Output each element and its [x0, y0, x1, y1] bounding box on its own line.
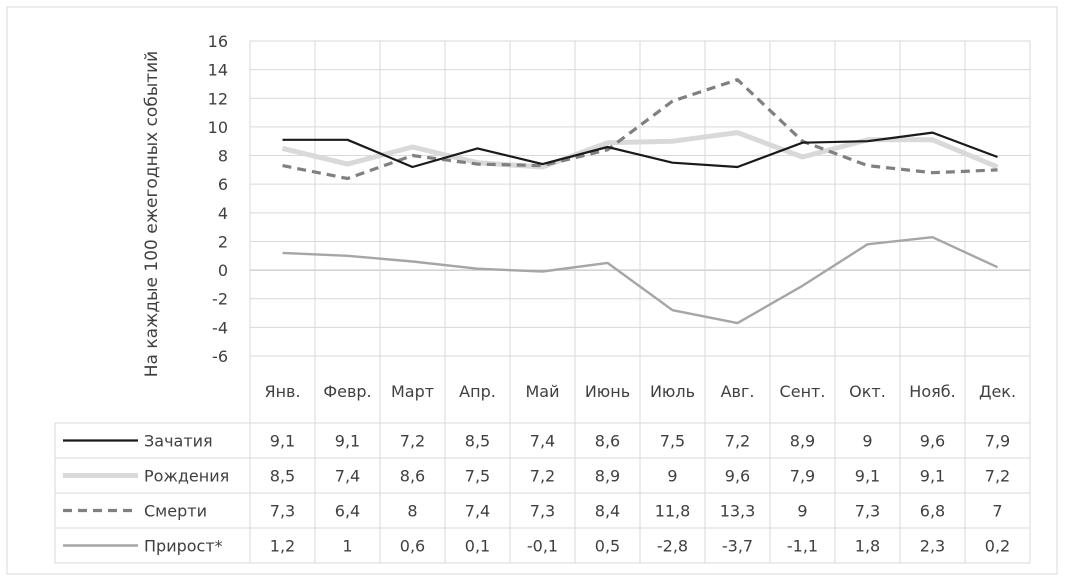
y-tick-label: 2: [218, 232, 228, 251]
table-cell-value: 1,8: [855, 537, 880, 556]
y-tick-label: 10: [208, 118, 228, 137]
x-category-label: Май: [525, 382, 559, 401]
table-cell-value: 8: [407, 502, 417, 521]
table-cell-value: 13,3: [720, 502, 756, 521]
x-category-label: Сент.: [780, 382, 826, 401]
table-cell-value: 9,6: [725, 467, 750, 486]
table-cell-value: 8,5: [465, 432, 490, 451]
table-cell-value: 9: [862, 432, 872, 451]
table-cell-value: 0,6: [400, 537, 425, 556]
table-cell-value: 9,1: [335, 432, 360, 451]
y-axis-label: На каждые 100 ежегодных событий: [142, 51, 162, 377]
x-category-label: Дек.: [979, 382, 1016, 401]
legend-label: Прирост*: [144, 537, 223, 556]
x-category-label: Апр.: [459, 382, 496, 401]
table-cell-value: 7,3: [855, 502, 880, 521]
table-cell-value: 8,9: [790, 432, 815, 451]
series-line-3: [282, 78, 998, 181]
table-cell-value: 11,8: [655, 502, 691, 521]
table-cell-value: 7,5: [465, 467, 490, 486]
series-line-4: [282, 235, 999, 325]
table-cell-value: 7,9: [790, 467, 815, 486]
table-cell-value: 8,9: [595, 467, 620, 486]
y-tick-label: -6: [212, 347, 228, 366]
y-tick-label: 16: [208, 32, 228, 51]
table-cell-value: 2,3: [920, 537, 945, 556]
y-tick-label: -4: [212, 318, 228, 337]
table-cell-value: 0,2: [985, 537, 1010, 556]
table-cell-value: 7,4: [465, 502, 490, 521]
table-cell-value: 6,4: [335, 502, 360, 521]
x-category-label: Окт.: [849, 382, 886, 401]
table-cell-value: 7,4: [530, 432, 555, 451]
x-category-label: Янв.: [264, 382, 300, 401]
table-cell-value: 7,5: [660, 432, 685, 451]
table-cell-value: -2,8: [657, 537, 688, 556]
x-category-label: Июнь: [585, 382, 630, 401]
legend-label: Смерти: [144, 502, 207, 521]
y-tick-label: -2: [212, 290, 228, 309]
y-tick-label: 14: [208, 61, 228, 80]
table-cell-value: 7,4: [335, 467, 360, 486]
table-cell-value: 9,1: [270, 432, 295, 451]
table-cell-value: 8,6: [400, 467, 425, 486]
x-category-label: Авг.: [721, 382, 755, 401]
table-cell-value: 9,6: [920, 432, 945, 451]
legend-label: Зачатия: [144, 432, 213, 451]
table-cell-value: 8,5: [270, 467, 295, 486]
table-cell-value: 8,6: [595, 432, 620, 451]
table-cell-value: 9: [667, 467, 677, 486]
y-tick-label: 12: [208, 89, 228, 108]
table-cell-value: 9,1: [920, 467, 945, 486]
x-category-label: Нояб.: [909, 382, 955, 401]
table-cell-value: 7,9: [985, 432, 1010, 451]
table-cell-value: -3,7: [722, 537, 753, 556]
table-cell-value: 7: [992, 502, 1002, 521]
table-cell-value: 7,3: [270, 502, 295, 521]
table-cell-value: 0,5: [595, 537, 620, 556]
table-cell-value: 8,4: [595, 502, 620, 521]
x-category-label: Июль: [650, 382, 695, 401]
y-tick-label: 0: [218, 261, 228, 280]
legend-label: Рождения: [144, 467, 229, 486]
table-cell-value: 0,1: [465, 537, 490, 556]
table-cell-value: 7,2: [400, 432, 425, 451]
x-category-label: Март: [391, 382, 434, 401]
table-cell-value: 1,2: [270, 537, 295, 556]
table-cell-value: 6,8: [920, 502, 945, 521]
series-line-1: [282, 131, 998, 169]
table-cell-value: -0,1: [527, 537, 558, 556]
y-tick-label: 6: [218, 175, 228, 194]
table-cell-value: 7,2: [985, 467, 1010, 486]
table-cell-value: 9,1: [855, 467, 880, 486]
table-cell-value: 9: [797, 502, 807, 521]
table-cell-value: 7,2: [530, 467, 555, 486]
chart-border: [6, 6, 1058, 575]
y-tick-label: 8: [218, 147, 228, 166]
y-tick-label: 4: [218, 204, 228, 223]
table-cell-value: 7,3: [530, 502, 555, 521]
x-category-label: Февр.: [323, 382, 371, 401]
table-cell-value: 1: [342, 537, 352, 556]
table-cell-value: 7,2: [725, 432, 750, 451]
table-cell-value: -1,1: [787, 537, 818, 556]
